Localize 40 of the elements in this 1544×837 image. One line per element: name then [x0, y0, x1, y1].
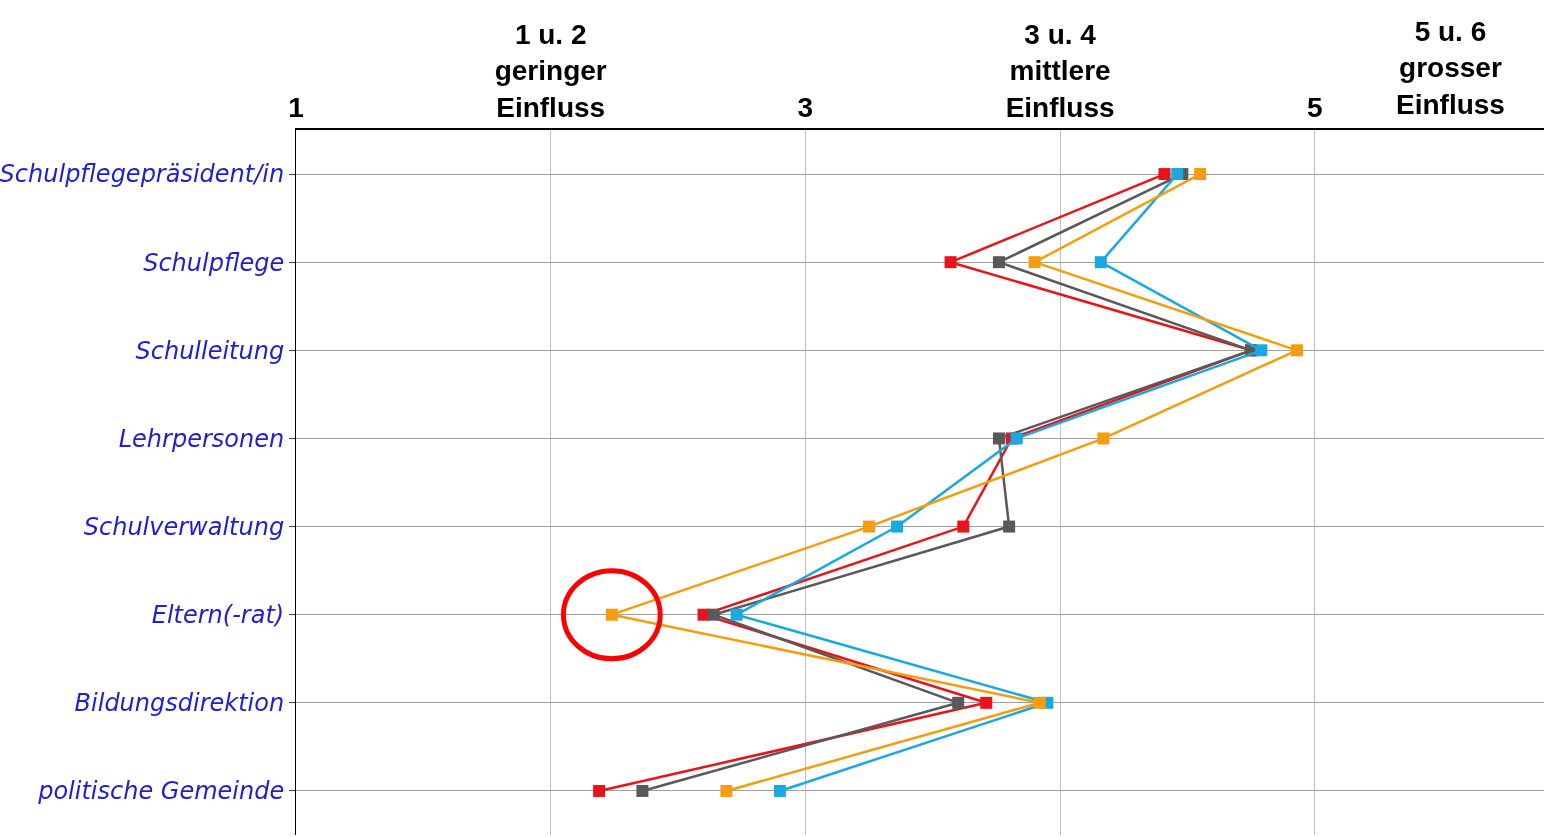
y-tick-label: Bildungsdirektion [74, 689, 285, 718]
y-tick-label: politische Gemeinde [37, 777, 285, 806]
point [707, 608, 720, 621]
point [863, 520, 876, 533]
point [1010, 432, 1023, 445]
point [1033, 696, 1046, 709]
point [957, 520, 970, 533]
x-tick-label: 3 u. 4 mittlere Einfluss [1005, 19, 1115, 123]
point [1158, 168, 1171, 181]
point [952, 696, 965, 709]
y-tick-label: Schulleitung [135, 336, 285, 365]
x-tick-label: 3 [797, 91, 814, 123]
point [944, 256, 957, 269]
y-tick-label: Schulverwaltung [83, 512, 285, 541]
point [773, 784, 786, 797]
x-tick-label: 5 [1306, 91, 1323, 123]
y-tick-label: Schulpflege [143, 248, 285, 277]
point [720, 784, 733, 797]
point [593, 784, 606, 797]
point [636, 784, 649, 797]
point [605, 608, 618, 621]
point [730, 608, 743, 621]
y-tick-label: Lehrpersonen [118, 424, 285, 453]
point [1255, 344, 1268, 357]
point [1097, 432, 1110, 445]
point [1290, 344, 1303, 357]
y-tick-label: Eltern(-rat) [151, 601, 285, 630]
x-tick-label: 1 u. 2 geringer Einfluss [494, 19, 607, 123]
point [891, 520, 904, 533]
y-tick-label: Schulpflegepräsident/in [0, 160, 285, 189]
text: 5 u. 6 grosser Einfluss [1396, 16, 1505, 120]
point [980, 696, 993, 709]
point [1194, 168, 1207, 181]
point [992, 256, 1005, 269]
point [1171, 168, 1184, 181]
point [1094, 256, 1107, 269]
x-tick-label: 1 [288, 91, 304, 123]
point [1003, 520, 1016, 533]
point [992, 432, 1005, 445]
point [1028, 256, 1041, 269]
